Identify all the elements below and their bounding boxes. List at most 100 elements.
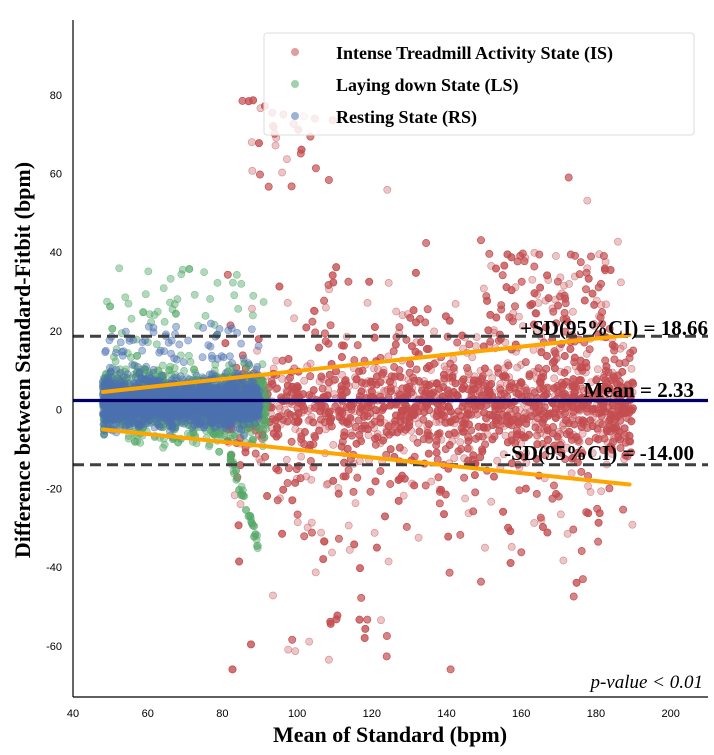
data-point — [550, 481, 558, 490]
data-point — [360, 412, 368, 421]
data-point — [627, 417, 636, 426]
data-point — [464, 367, 472, 376]
data-point — [434, 430, 442, 438]
data-point — [284, 645, 293, 654]
data-point — [481, 543, 489, 552]
data-point — [306, 372, 315, 381]
data-point — [357, 594, 366, 602]
data-point — [372, 543, 381, 552]
data-point — [458, 384, 467, 393]
data-point — [588, 289, 597, 298]
data-point — [469, 507, 478, 516]
data-point — [625, 431, 634, 440]
data-point — [458, 427, 467, 436]
data-point — [539, 523, 547, 531]
data-point — [334, 534, 343, 543]
data-point — [283, 417, 292, 426]
data-point — [355, 367, 363, 376]
data-point — [449, 363, 458, 372]
data-point — [504, 523, 512, 532]
data-point — [522, 386, 531, 395]
data-point — [586, 488, 595, 496]
data-point — [451, 379, 460, 388]
data-point — [601, 257, 610, 266]
data-point — [309, 386, 318, 394]
data-point — [221, 339, 230, 347]
data-point — [300, 428, 309, 436]
data-point — [426, 366, 435, 374]
data-point — [322, 480, 331, 489]
data-point — [409, 306, 418, 315]
data-point — [454, 447, 463, 456]
data-point — [407, 342, 416, 351]
data-point — [445, 316, 454, 325]
data-point — [386, 480, 395, 488]
data-point — [617, 278, 625, 287]
data-point — [552, 252, 560, 260]
data-point — [236, 500, 245, 509]
data-point — [569, 592, 578, 601]
data-point — [569, 307, 577, 316]
data-point — [166, 298, 174, 307]
data-point — [602, 362, 611, 371]
data-point — [273, 423, 281, 432]
data-point — [544, 294, 553, 302]
data-point — [571, 362, 580, 371]
data-point — [281, 405, 289, 414]
data-point — [595, 250, 604, 259]
data-point — [577, 423, 586, 431]
data-point — [493, 456, 502, 465]
data-point — [553, 277, 562, 286]
data-point — [402, 523, 411, 531]
data-point — [486, 337, 495, 346]
data-point — [464, 437, 473, 445]
data-point — [456, 438, 465, 447]
data-point — [570, 272, 579, 281]
data-point — [329, 476, 338, 485]
data-point — [429, 388, 438, 397]
data-point — [619, 505, 627, 514]
data-point — [368, 380, 377, 389]
data-point — [560, 368, 569, 377]
data-point — [477, 236, 485, 245]
data-point — [329, 278, 338, 287]
data-point — [303, 523, 312, 532]
data-point — [478, 372, 487, 380]
data-point — [346, 401, 354, 410]
data-point — [584, 509, 593, 518]
data-point — [501, 431, 510, 440]
data-point — [549, 307, 558, 316]
data-point — [474, 432, 483, 441]
data-point — [311, 164, 320, 173]
data-point — [550, 357, 559, 366]
data-point — [576, 363, 585, 372]
data-point — [223, 270, 232, 279]
data-point — [373, 430, 382, 438]
data-point — [481, 440, 489, 449]
data-point — [534, 364, 543, 372]
data-point — [425, 381, 433, 389]
data-point — [629, 346, 638, 355]
data-point — [308, 317, 317, 326]
data-point — [293, 382, 302, 391]
data-point — [499, 507, 507, 516]
data-point — [610, 355, 619, 364]
data-point — [358, 402, 367, 411]
data-point — [357, 378, 366, 387]
data-point — [619, 341, 628, 350]
data-point — [595, 509, 604, 517]
data-point — [461, 494, 469, 503]
data-point — [488, 435, 497, 444]
data-point — [583, 407, 592, 416]
data-point — [422, 345, 431, 353]
data-point — [328, 548, 336, 557]
data-point — [290, 314, 298, 323]
data-point — [470, 471, 479, 479]
data-point — [463, 409, 472, 418]
data-point — [392, 411, 400, 420]
data-point — [340, 432, 348, 440]
data-point — [321, 409, 330, 418]
data-point — [391, 340, 400, 349]
data-point — [399, 491, 408, 500]
